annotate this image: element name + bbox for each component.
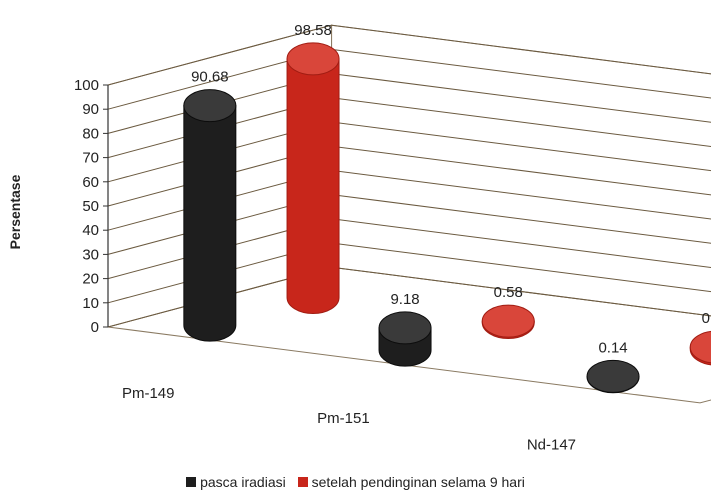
bars: 98.58 0.58 0.84 90.68 9.18 0.14 xyxy=(183,22,711,394)
y-tick-label: 20 xyxy=(82,271,99,288)
bar-cap xyxy=(481,304,535,338)
bar-cap xyxy=(286,42,340,76)
gridline xyxy=(107,24,711,86)
legend-item-setelah-pendinginan: setelah pendinginan selama 9 hari xyxy=(297,474,525,490)
legend-label-pasca-iradiasi: pasca iradiasi xyxy=(200,474,286,490)
data-label: 9.18 xyxy=(390,291,419,308)
y-tick-label: 30 xyxy=(82,246,99,263)
data-label: 0.14 xyxy=(598,339,627,356)
bar-cap xyxy=(586,359,640,393)
bar-cap xyxy=(378,311,432,345)
data-label: 90.68 xyxy=(191,69,229,86)
bar-cap xyxy=(183,89,237,123)
y-tick-label: 60 xyxy=(82,174,99,191)
legend-label-setelah-pendinginan: setelah pendinginan selama 9 hari xyxy=(311,474,525,490)
y-tick-label: 100 xyxy=(74,77,99,94)
bar-0-1: 9.18 xyxy=(378,291,432,367)
bar-1-0: 98.58 xyxy=(286,22,340,314)
bar-body xyxy=(286,58,340,314)
bar-0-2: 0.14 xyxy=(586,339,640,394)
bar-1-1: 0.58 xyxy=(481,284,535,339)
data-label: 0.84 xyxy=(702,310,711,327)
legend-item-pasca-iradiasi: pasca iradiasi xyxy=(186,474,286,490)
y-tick-label: 40 xyxy=(82,222,99,239)
y-tick-label: 80 xyxy=(82,125,99,142)
bar-cap xyxy=(689,330,711,364)
y-axis: 0 10 20 30 40 50 60 70 80 90 100 xyxy=(74,77,109,336)
y-tick-label: 70 xyxy=(82,150,99,167)
category-label: Nd-147 xyxy=(527,437,576,454)
bar-body xyxy=(183,105,237,342)
data-label: 98.58 xyxy=(294,22,332,39)
y-tick-label: 0 xyxy=(91,319,99,336)
category-label: Pm-149 xyxy=(122,385,175,402)
x-axis: Pm-149 Pm-151 Nd-147 xyxy=(122,385,576,454)
bar-1-2: 0.84 xyxy=(689,310,711,366)
data-label: 0.58 xyxy=(494,284,523,301)
y-tick-label: 10 xyxy=(82,295,99,312)
category-label: Pm-151 xyxy=(317,410,370,427)
y-tick-label: 90 xyxy=(82,101,99,118)
y-tick-label: 50 xyxy=(82,198,99,215)
legend: pasca iradiasi setelah pendinginan selam… xyxy=(0,474,711,490)
legend-swatch-pasca-iradiasi xyxy=(186,477,197,487)
y-axis-title: Persentase xyxy=(7,174,23,249)
bar-0-0: 90.68 xyxy=(183,69,237,342)
legend-swatch-setelah-pendinginan xyxy=(297,477,308,487)
